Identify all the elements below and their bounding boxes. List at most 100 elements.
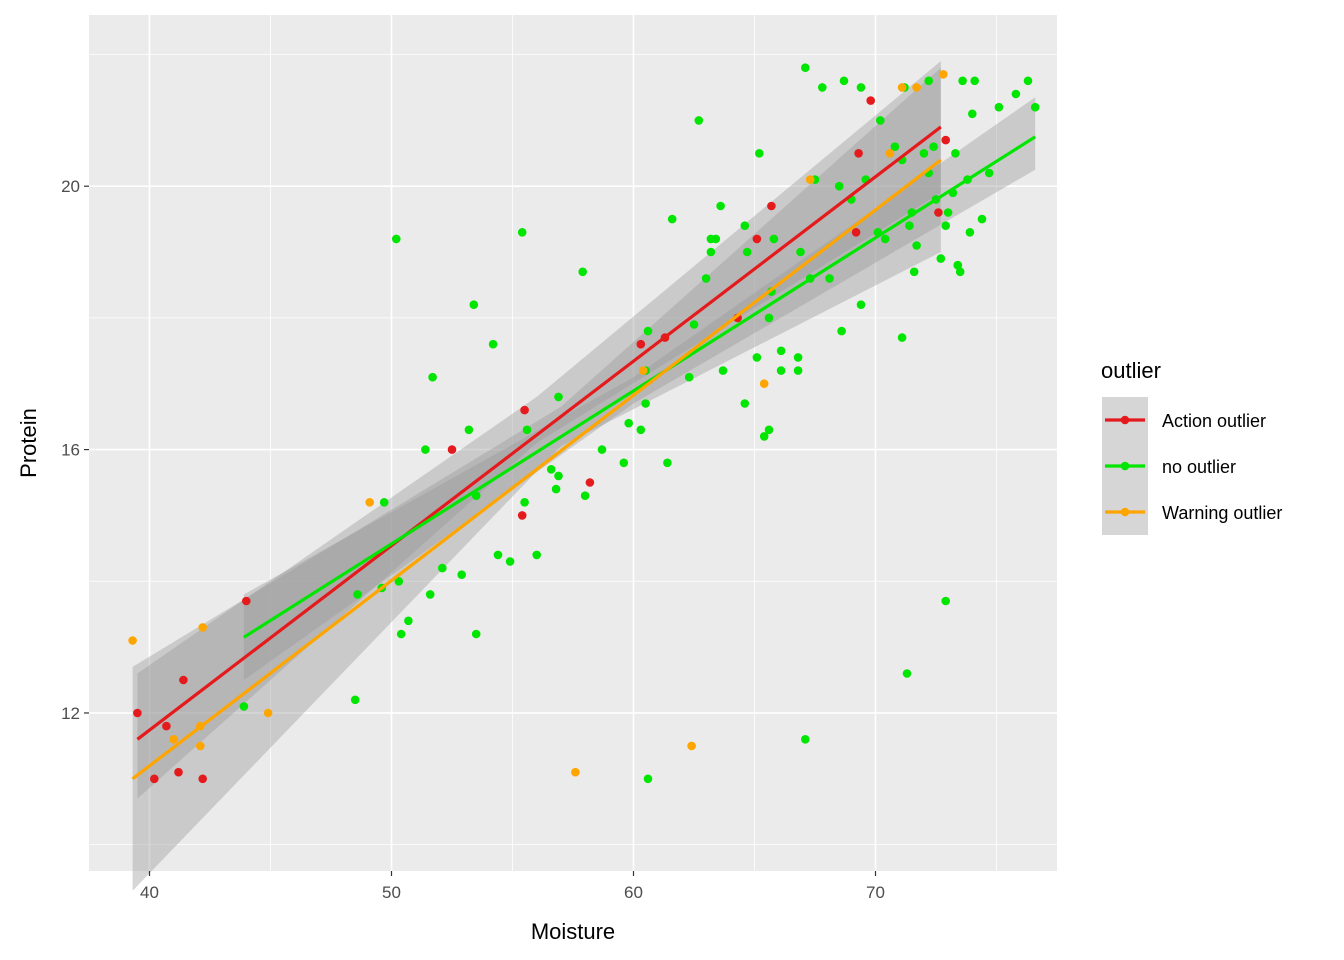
point-no-outlier [968, 109, 977, 119]
point-no-outlier [379, 498, 389, 507]
point-no-outlier [1011, 89, 1021, 99]
point-no-outlier [876, 116, 885, 125]
point-no-outlier [759, 432, 769, 441]
point-no-outlier [856, 300, 866, 310]
point-no-outlier [941, 221, 950, 230]
point-no-outlier [551, 484, 561, 494]
point-no-outlier [796, 247, 805, 257]
point-no-outlier [716, 201, 725, 211]
point-action-outlier [934, 208, 943, 217]
point-no-outlier [636, 425, 646, 435]
legend-key-point [1120, 415, 1130, 425]
point-no-outlier [801, 735, 810, 744]
y-axis: 12 16 20 [61, 177, 89, 723]
point-no-outlier [818, 83, 827, 92]
point-no-outlier [522, 425, 532, 435]
point-no-outlier [834, 181, 844, 191]
point-no-outlier [941, 596, 950, 606]
fit-lines [131, 125, 1037, 781]
point-no-outlier [764, 313, 774, 323]
point-no-outlier [994, 102, 1004, 112]
point-no-outlier [701, 274, 711, 283]
x-axis: 40 50 60 70 [140, 871, 885, 902]
point-no-outlier [425, 590, 435, 599]
point-no-outlier [438, 563, 447, 573]
point-no-outlier [764, 425, 774, 435]
x-tick-label: 40 [140, 883, 159, 902]
point-no-outlier [643, 774, 653, 784]
point-no-outlier [936, 254, 946, 263]
point-no-outlier [955, 267, 965, 277]
confidence-band-action-outlier [137, 61, 941, 799]
point-no-outlier [663, 458, 672, 468]
point-no-outlier [580, 491, 590, 501]
point-no-outlier [505, 557, 515, 566]
legend-key-point [1120, 507, 1130, 517]
point-no-outlier [905, 221, 914, 230]
point-no-outlier [428, 372, 437, 382]
point-no-outlier [643, 326, 653, 336]
point-no-outlier [919, 149, 929, 158]
legend-key-warning-outlier [1102, 489, 1148, 535]
point-warning-outlier [939, 70, 948, 79]
point-no-outlier [469, 300, 479, 310]
fit-line-warning-outlier [131, 158, 942, 781]
point-warning-outlier [912, 83, 921, 92]
point-no-outlier [1023, 76, 1033, 86]
legend-label-warning-outlier: Warning outlier [1162, 503, 1282, 523]
y-tick-label: 20 [61, 177, 80, 196]
point-warning-outlier [128, 636, 137, 645]
point-warning-outlier [571, 767, 580, 777]
point-no-outlier [689, 320, 699, 329]
point-no-outlier [520, 498, 529, 507]
point-warning-outlier [805, 175, 815, 184]
point-action-outlier [174, 767, 183, 777]
point-no-outlier [965, 228, 975, 237]
legend-label-no-outlier: no outlier [1162, 457, 1236, 477]
point-warning-outlier [897, 83, 907, 92]
y-tick-label: 16 [61, 441, 80, 460]
point-no-outlier [837, 326, 846, 336]
point-no-outlier [977, 214, 987, 224]
point-no-outlier [752, 353, 762, 362]
legend-key-action-outlier [1102, 397, 1148, 443]
point-no-outlier [493, 550, 503, 560]
point-no-outlier [943, 208, 953, 217]
point-warning-outlier [687, 741, 696, 751]
x-axis-title: Moisture [531, 919, 615, 944]
legend-label-action-outlier: Action outlier [1162, 411, 1266, 431]
fit-line-no-outlier [243, 135, 1037, 639]
point-no-outlier [488, 339, 498, 349]
point-no-outlier [890, 142, 900, 151]
point-no-outlier [554, 392, 563, 402]
legend-key-no-outlier [1102, 443, 1148, 489]
point-no-outlier [839, 76, 849, 86]
point-no-outlier [880, 234, 890, 244]
x-tick-label: 70 [866, 883, 885, 902]
point-action-outlier [520, 405, 529, 415]
point-no-outlier [578, 267, 587, 277]
point-no-outlier [970, 76, 979, 86]
data-points [128, 63, 1040, 784]
point-action-outlier [150, 774, 159, 784]
point-no-outlier [740, 221, 750, 230]
point-warning-outlier [198, 623, 207, 632]
point-no-outlier [471, 629, 481, 639]
point-no-outlier [958, 76, 967, 86]
point-no-outlier [641, 399, 650, 408]
fit-line-action-outlier [136, 125, 942, 741]
point-action-outlier [517, 511, 527, 520]
point-warning-outlier [885, 149, 895, 158]
point-no-outlier [776, 366, 786, 375]
point-warning-outlier [365, 498, 375, 507]
point-no-outlier [909, 267, 919, 277]
point-no-outlier [546, 465, 556, 474]
point-no-outlier [718, 366, 728, 375]
point-no-outlier [711, 234, 721, 244]
minor-gridlines [89, 15, 1057, 871]
legend-title: outlier [1101, 358, 1161, 383]
point-warning-outlier [759, 379, 769, 389]
point-action-outlier [854, 149, 863, 158]
point-no-outlier [825, 274, 834, 283]
